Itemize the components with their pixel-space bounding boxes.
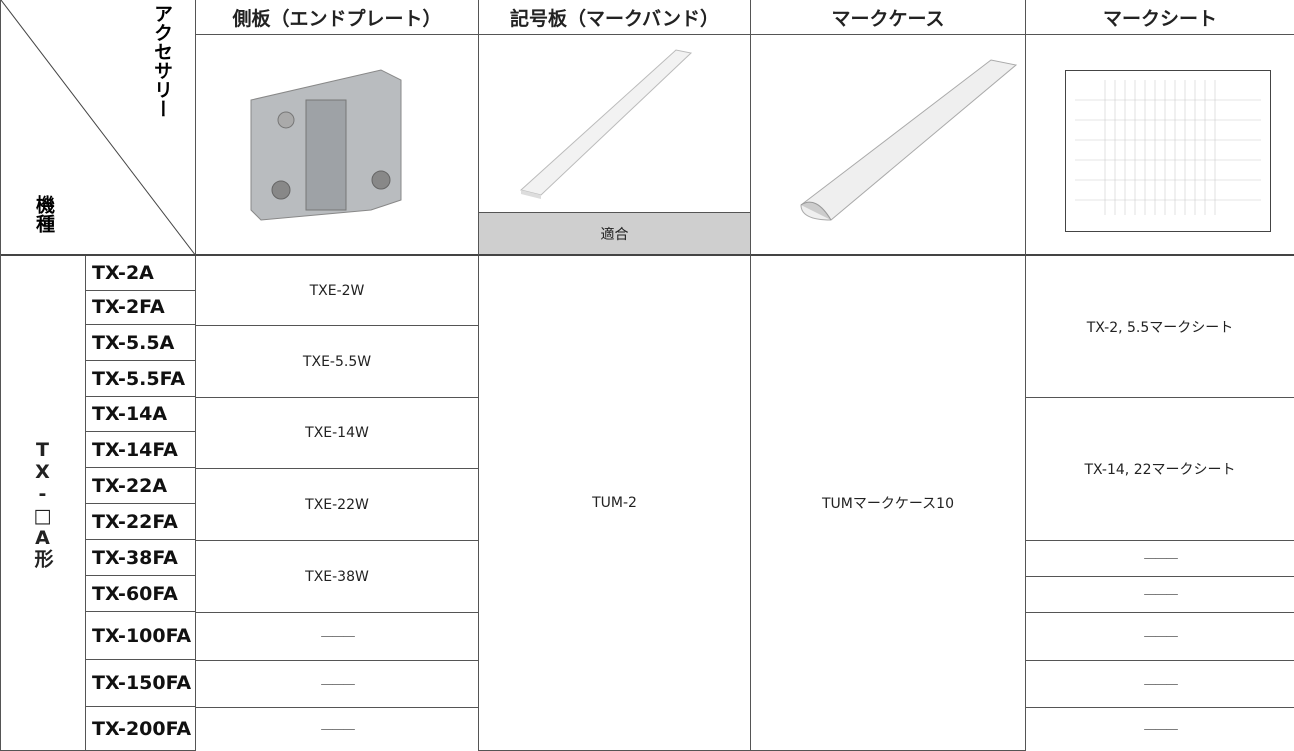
mark-sheet: ——— [1026, 541, 1294, 577]
group-label: TX-□A形 [1, 256, 86, 751]
marker-band: TUM-2 [479, 256, 751, 751]
end-plate-image [250, 69, 402, 221]
model-name: TX-200FA [86, 707, 196, 751]
side-plate: TXE-22W [196, 469, 479, 541]
column-header: 側板（エンドプレート） [196, 0, 479, 35]
side-plate: ——— [196, 661, 479, 708]
mark-case: TUMマークケース10 [751, 256, 1026, 751]
model-name: TX-5.5FA [86, 361, 196, 397]
mark-sheet-image [1065, 70, 1271, 232]
side-plate: ——— [196, 708, 479, 751]
image-cell [196, 34, 479, 256]
model-name: TX-14FA [86, 432, 196, 468]
mark-case-image [800, 59, 1018, 221]
side-plate: ——— [196, 613, 479, 661]
side-plate: TXE-2W [196, 256, 479, 326]
image-cell [751, 34, 1026, 256]
mark-sheet: ——— [1026, 661, 1294, 708]
mark-sheet: ——— [1026, 708, 1294, 751]
corner-top-label: アクセサリー [151, 4, 173, 118]
model-name: TX-22A [86, 468, 196, 504]
corner-bottom-label: 機種 [33, 195, 55, 233]
column-header: 記号板（マークバンド） [479, 0, 751, 35]
model-name: TX-60FA [86, 576, 196, 612]
mark-sheet: TX-14, 22マークシート [1026, 398, 1294, 541]
image-cell [479, 34, 751, 256]
side-plate: TXE-5.5W [196, 326, 479, 398]
mark-sheet: TX-2, 5.5マークシート [1026, 256, 1294, 398]
corner-diagonal [1, 0, 196, 256]
corner-cell [1, 0, 196, 256]
mark-sheet: ——— [1026, 613, 1294, 661]
column-header: マークケース [751, 0, 1026, 35]
side-plate: TXE-14W [196, 398, 479, 469]
model-name: TX-38FA [86, 540, 196, 576]
model-name: TX-22FA [86, 504, 196, 540]
model-name: TX-100FA [86, 612, 196, 660]
model-name: TX-5.5A [86, 325, 196, 361]
image-cell [1026, 34, 1294, 256]
side-plate: TXE-38W [196, 541, 479, 613]
column-header: マークシート [1026, 0, 1294, 35]
mark-sheet: ——— [1026, 577, 1294, 613]
model-name: TX-14A [86, 397, 196, 432]
model-name: TX-2A [86, 255, 196, 291]
marker-band-image [519, 49, 693, 199]
model-name: TX-2FA [86, 290, 196, 325]
model-name: TX-150FA [86, 660, 196, 707]
